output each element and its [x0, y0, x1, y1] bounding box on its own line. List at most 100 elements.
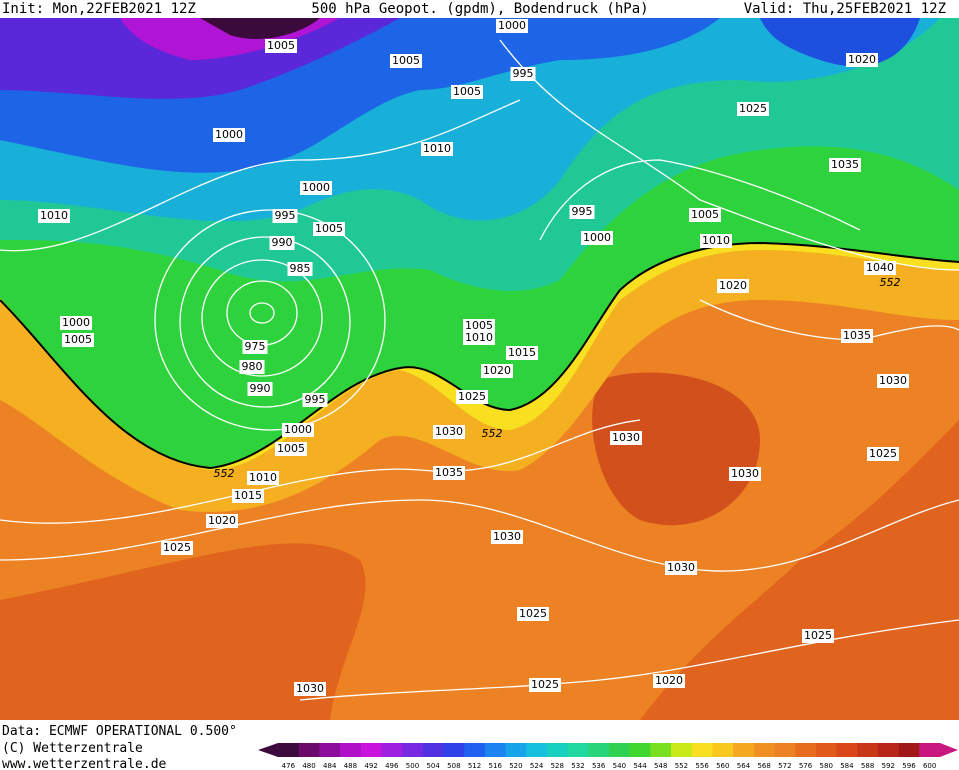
- colorbar-cell: [546, 743, 569, 757]
- colorbar-label: 524: [530, 762, 544, 770]
- init-time: Init: Mon,22FEB2021 12Z: [2, 1, 196, 17]
- label-box: [265, 39, 297, 53]
- isobar-label: 1030: [667, 561, 695, 574]
- isobar-label: 1010: [423, 142, 451, 155]
- label-box: [313, 222, 345, 236]
- colorbar-cell: [526, 743, 548, 757]
- label-box: [242, 340, 268, 354]
- isobar-label: 1005: [277, 442, 305, 455]
- label-box: [517, 607, 549, 621]
- label-box: [802, 629, 834, 643]
- label-box: [456, 390, 488, 404]
- colorbar-label: 588: [861, 762, 874, 770]
- isobar-label: 1005: [453, 85, 481, 98]
- label-box: [717, 279, 749, 293]
- label-box: [451, 85, 483, 99]
- colorbar-cell: [919, 743, 941, 757]
- label-box: [506, 346, 538, 360]
- label-box: [282, 423, 314, 437]
- header-band: [0, 0, 959, 18]
- label-box: [433, 466, 465, 480]
- colorbar-cell: [712, 743, 734, 757]
- label-box: [689, 208, 721, 222]
- label-box: [239, 360, 265, 374]
- colorbar-cell: [691, 743, 713, 757]
- isobar-label: 995: [513, 67, 534, 80]
- colorbar-label: 564: [737, 762, 751, 770]
- isobar-label: 1025: [804, 629, 832, 642]
- colorbar-label: 600: [923, 762, 936, 770]
- label-box: [610, 431, 642, 445]
- label-box: [463, 319, 495, 333]
- colorbar-label: 576: [799, 762, 813, 770]
- colorbar-cell: [815, 743, 838, 757]
- contour-552: [0, 241, 959, 470]
- map-field: [0, 18, 959, 720]
- colorbar-cell: [857, 743, 879, 757]
- isobar-label: 1010: [249, 471, 277, 484]
- isobar-label: 1010: [40, 209, 68, 222]
- label-box: [529, 678, 561, 692]
- isobar-label: 1020: [719, 279, 747, 292]
- colorbar-label: 496: [385, 762, 399, 770]
- colorbar-label: 548: [654, 762, 667, 770]
- isobar-label: 1030: [879, 374, 907, 387]
- colorbar-cell: [650, 743, 672, 757]
- colorbar-cell: [609, 743, 631, 757]
- label-box: [481, 364, 513, 378]
- colorbar-label: 516: [489, 762, 503, 770]
- isobar-label: 552: [214, 467, 235, 480]
- colorbar-cell: [402, 743, 424, 757]
- label-box: [841, 329, 873, 343]
- isobar-label: 1035: [435, 466, 463, 479]
- colorbar-cell: [774, 743, 796, 757]
- colorbar-label: 544: [633, 762, 647, 770]
- label-box: [463, 331, 495, 345]
- isobar-label: 1015: [508, 346, 536, 359]
- colorbar-cell: [567, 743, 589, 757]
- isobar-label: 552: [482, 427, 503, 440]
- isobar-label: 1000: [302, 181, 330, 194]
- isobar-label: 995: [572, 205, 593, 218]
- label-box: [269, 236, 295, 250]
- isobar-label: 1005: [315, 222, 343, 235]
- colorbar-cell: [795, 743, 817, 757]
- colorbar: 476 480 484 488 492 496 500 504 508 512 516 520 524 5…: [258, 743, 958, 770]
- colorbar-cell: [753, 743, 775, 757]
- isobar-label: 1030: [296, 682, 324, 695]
- isobar-label: 1005: [267, 39, 295, 52]
- isobar-label: 1010: [702, 234, 730, 247]
- isobar-label: 1000: [498, 19, 526, 32]
- colorbar-label: 552: [675, 762, 688, 770]
- colorbar-label: 528: [551, 762, 564, 770]
- colorbar-cell: [319, 743, 341, 757]
- colorbar-cell: [484, 743, 507, 757]
- colorbar-label: 560: [716, 762, 729, 770]
- label-box: [491, 530, 523, 544]
- colorbar-label: 504: [426, 762, 440, 770]
- label-box: [302, 393, 328, 407]
- colorbar-cell: [505, 743, 527, 757]
- isobar-label: 1000: [62, 316, 90, 329]
- isobar-label: 1020: [655, 674, 683, 687]
- label-box: [665, 561, 697, 575]
- isobar-label: 1040: [866, 261, 894, 274]
- colorbar-label: 512: [468, 762, 481, 770]
- map-title: 500 hPa Geopot. (gpdm), Bodendruck (hPa): [311, 1, 648, 17]
- label-box: [161, 541, 193, 555]
- label-box: [700, 234, 732, 248]
- label-box: [729, 467, 761, 481]
- label-box: [247, 382, 273, 396]
- isobar-label: 1000: [215, 128, 243, 141]
- isobar-label: 985: [290, 262, 311, 275]
- label-box: [864, 261, 896, 275]
- label-box: [653, 674, 685, 688]
- colorbar-label: 532: [571, 762, 584, 770]
- label-box: [496, 19, 528, 33]
- label-box: [510, 67, 536, 81]
- label-box: [877, 374, 909, 388]
- colorbar-label: 584: [840, 762, 854, 770]
- isobar-label: 1000: [284, 423, 312, 436]
- isobar-label: 1005: [465, 319, 493, 332]
